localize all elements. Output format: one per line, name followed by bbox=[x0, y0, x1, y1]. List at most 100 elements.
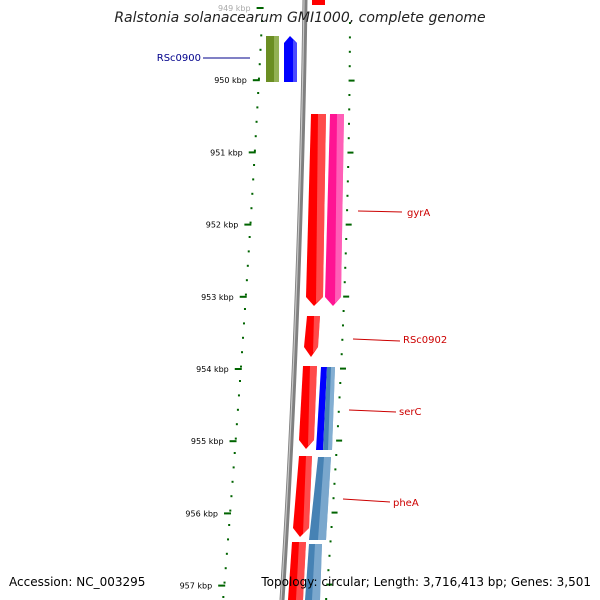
label-rsc0900[interactable]: RSc0900 bbox=[157, 53, 201, 64]
inner-dot bbox=[247, 250, 250, 253]
inner-dot bbox=[241, 351, 244, 354]
feature-rsc0900-shade bbox=[274, 36, 279, 82]
outer-dot bbox=[347, 166, 350, 168]
feature-red-top[interactable] bbox=[312, 0, 325, 5]
outer-dot bbox=[339, 382, 342, 384]
outer-dot bbox=[348, 36, 351, 39]
outer-dot bbox=[334, 468, 337, 471]
inner-dot bbox=[245, 279, 248, 282]
label-serc[interactable]: serC bbox=[399, 407, 421, 418]
scale-ticks: 949 kbp 950 kbp 951 kbp 952 kbp 953 kbp 954 k… bbox=[180, 4, 264, 591]
outer-dot bbox=[332, 497, 335, 500]
outer-dot bbox=[347, 122, 350, 125]
inner-dot bbox=[242, 336, 245, 339]
tick-label: 949 kbp bbox=[218, 4, 251, 13]
outer-dot bbox=[346, 180, 349, 183]
feature-blue-arrow-1-shade bbox=[293, 40, 297, 82]
inner-dot bbox=[224, 567, 227, 570]
tick-label: 956 kbp bbox=[185, 509, 218, 518]
outer-dot bbox=[336, 439, 343, 442]
outer-dot bbox=[335, 454, 338, 456]
outer-dot bbox=[345, 238, 348, 240]
outer-dot bbox=[344, 266, 347, 269]
outer-dot bbox=[333, 482, 336, 485]
feature-rsc0902-shade bbox=[313, 316, 320, 353]
outer-track-dots bbox=[325, 22, 355, 600]
outer-dot bbox=[348, 108, 351, 111]
feature-blue-2[interactable] bbox=[316, 367, 327, 450]
inner-dot bbox=[237, 394, 240, 397]
tick-mark bbox=[224, 512, 232, 515]
genome-backbone bbox=[279, 0, 308, 600]
backbone-highlight bbox=[280, 0, 305, 600]
outer-dot bbox=[343, 295, 350, 298]
inner-dot bbox=[230, 495, 233, 498]
tick-label: 953 kbp bbox=[201, 293, 234, 302]
outer-dot bbox=[343, 281, 346, 284]
tick-mark bbox=[234, 368, 242, 370]
inner-dot bbox=[242, 322, 245, 325]
genome-title: Ralstonia solanacearum GMI1000, complete… bbox=[114, 10, 486, 26]
label-leaders bbox=[203, 57, 403, 503]
outer-dot bbox=[341, 338, 344, 341]
inner-dot bbox=[256, 106, 259, 109]
feature-phea-shade bbox=[303, 456, 312, 534]
label-rsc0902[interactable]: RSc0902 bbox=[403, 335, 447, 346]
tick-mark bbox=[229, 440, 237, 443]
inner-dot bbox=[260, 20, 263, 22]
topology-stats: Topology: circular; Length: 3,716,413 bp… bbox=[261, 575, 591, 589]
outer-dot bbox=[341, 324, 344, 327]
outer-dot bbox=[329, 540, 332, 543]
tick-label: 957 kbp bbox=[180, 582, 213, 591]
tick-label: 955 kbp bbox=[191, 437, 224, 446]
outer-dot bbox=[340, 353, 343, 356]
inner-dot bbox=[223, 581, 226, 584]
inner-dot bbox=[257, 77, 260, 80]
label-phea[interactable]: pheA bbox=[393, 498, 419, 509]
tick-mark bbox=[248, 151, 256, 154]
outer-dot bbox=[348, 79, 355, 82]
inner-dot bbox=[252, 178, 255, 181]
outer-dot bbox=[348, 22, 351, 24]
tick-label: 954 kbp bbox=[196, 365, 229, 374]
outer-dot bbox=[331, 511, 338, 514]
feature-red-bottom-shade bbox=[296, 542, 306, 600]
inner-dot bbox=[254, 135, 257, 138]
outer-dot bbox=[345, 223, 352, 226]
inner-dot bbox=[258, 63, 261, 66]
inner-dot bbox=[248, 236, 251, 238]
outer-dot bbox=[327, 569, 330, 572]
feature-serc-shade bbox=[308, 366, 317, 446]
feature-labels: RSc0900 gyrA RSc0902 serC pheA bbox=[157, 53, 448, 509]
outer-dot bbox=[330, 526, 333, 528]
inner-dot bbox=[234, 437, 237, 440]
label-gyra[interactable]: gyrA bbox=[407, 208, 430, 219]
outer-dot bbox=[339, 367, 346, 370]
inner-dot bbox=[250, 207, 253, 210]
outer-dot bbox=[337, 410, 340, 413]
tick-mark bbox=[239, 295, 247, 298]
inner-dot bbox=[243, 308, 246, 310]
features-layer bbox=[266, 0, 344, 600]
inner-dot bbox=[260, 34, 263, 37]
accession-text: Accession: NC_003295 bbox=[9, 575, 146, 589]
outer-dot bbox=[346, 194, 349, 197]
outer-dot bbox=[325, 598, 328, 600]
feature-steelblue-1-shade bbox=[328, 367, 335, 450]
inner-dot bbox=[233, 452, 236, 454]
outer-dot bbox=[338, 396, 341, 399]
outer-dot bbox=[346, 209, 349, 212]
inner-dot bbox=[255, 120, 258, 123]
outer-dot bbox=[344, 252, 347, 255]
inner-dot bbox=[225, 552, 228, 555]
feature-steelblue-3-shade bbox=[312, 544, 322, 600]
outer-dot bbox=[342, 310, 345, 312]
outer-dot bbox=[348, 94, 351, 96]
feature-gyra-shade bbox=[316, 114, 326, 303]
feature-steelblue-2-shade bbox=[318, 457, 331, 540]
inner-dot bbox=[240, 365, 243, 368]
tick-mark bbox=[218, 584, 226, 587]
inner-dot bbox=[253, 164, 256, 166]
inner-dot bbox=[235, 423, 238, 426]
